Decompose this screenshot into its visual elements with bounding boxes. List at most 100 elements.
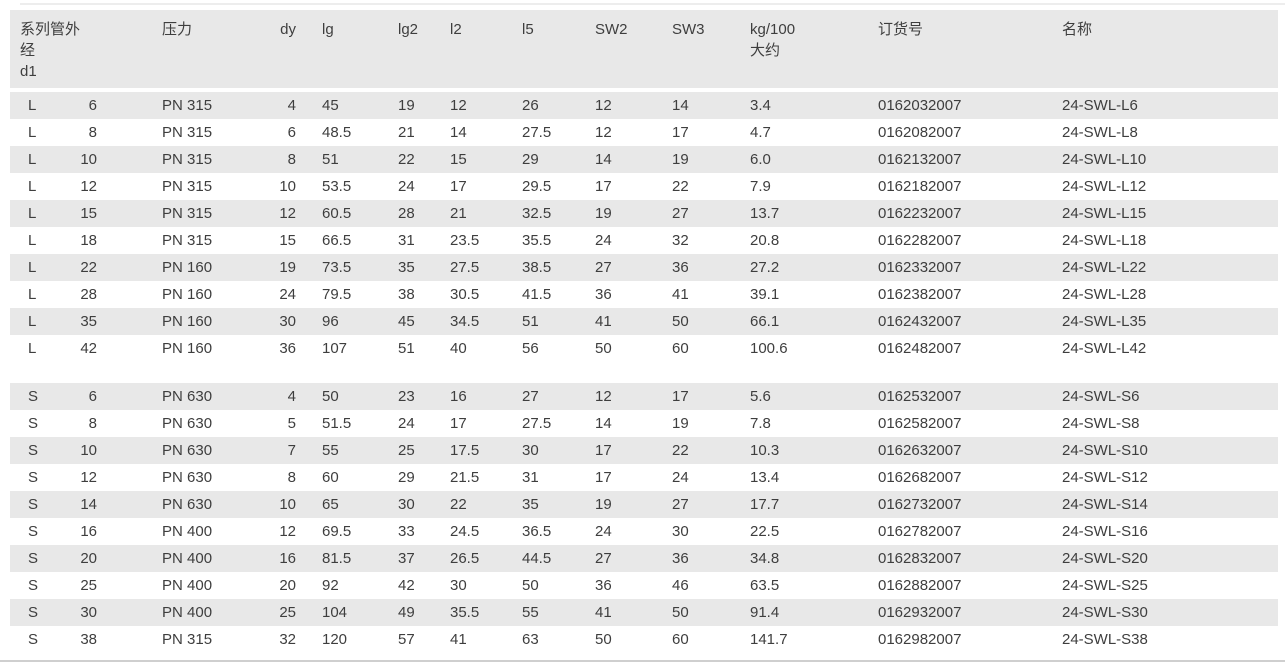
cell-pressure: PN 315 [162,97,213,114]
col-header-lg: lg [322,21,334,38]
cell-dy: 24 [279,286,296,303]
col-header-kg100-line2: 大约 [750,42,781,59]
cell-series: S [28,523,39,540]
cell-name: 24-SWL-S12 [1062,469,1148,486]
cell-lg2: 31 [398,232,415,249]
cell-lg: 120 [322,631,348,648]
cell-sw2: 24 [595,232,612,249]
cell-l5: 26 [522,97,539,114]
cell-l2: 17 [450,178,467,195]
cell-kg100: 17.7 [750,496,780,513]
cell-lg2: 23 [398,388,415,405]
cell-order_no: 0162082007 [878,124,962,141]
col-header-l2: l2 [450,21,462,38]
cell-kg100: 39.1 [750,286,780,303]
cell-sw2: 24 [595,523,612,540]
cell-name: 24-SWL-L8 [1062,124,1138,141]
cell-l2: 21.5 [450,469,480,486]
cell-name: 24-SWL-S38 [1062,631,1148,648]
table-row: S 25 PN 400 20 92 42 30 50 36 46 63.5 0162882007 24-… [10,572,1278,599]
cell-lg2: 45 [398,313,415,330]
cell-l5: 38.5 [522,259,552,276]
cell-sw2: 36 [595,577,612,594]
cell-sw3: 17 [672,388,689,405]
cell-dy: 16 [279,550,296,567]
cell-series: S [28,415,39,432]
cell-lg2: 29 [398,469,415,486]
cell-series: L [28,259,37,276]
cell-d1: 22 [80,259,97,276]
cell-series: L [28,97,37,114]
cell-sw2: 36 [595,286,612,303]
cell-sw3: 27 [672,205,689,222]
col-header-lg2: lg2 [398,21,419,38]
cell-name: 24-SWL-L35 [1062,313,1147,330]
cell-lg: 107 [322,340,348,357]
cell-l5: 36.5 [522,523,552,540]
cell-sw3: 41 [672,286,689,303]
cell-l5: 32.5 [522,205,552,222]
col-header-series-line3: d1 [20,63,37,80]
cell-name: 24-SWL-S6 [1062,388,1140,405]
cell-l2: 16 [450,388,467,405]
cell-sw3: 32 [672,232,689,249]
cell-l2: 15 [450,151,467,168]
cell-dy: 30 [279,313,296,330]
cell-name: 24-SWL-L6 [1062,97,1138,114]
cell-pressure: PN 630 [162,415,213,432]
cell-l5: 55 [522,604,539,621]
cell-series: L [28,286,37,303]
cell-kg100: 7.9 [750,178,771,195]
cell-l2: 26.5 [450,550,480,567]
table-row: L 8 PN 315 6 48.5 21 14 27.5 12 17 4.7 0162082007 24… [10,119,1278,146]
table-row: S 10 PN 630 7 55 25 17.5 30 17 22 10.3 0162632007 24… [10,437,1278,464]
cell-sw3: 36 [672,259,689,276]
cell-lg: 96 [322,313,339,330]
cell-series: S [28,631,39,648]
table-header-row: 系列管外 经 d1 压力 dy lg lg2 l2 l5 SW2 SW3 kg/… [10,10,1278,88]
cell-sw2: 17 [595,469,612,486]
cell-l2: 17.5 [450,442,480,459]
cell-l2: 23.5 [450,232,480,249]
cell-sw3: 19 [672,151,689,168]
cell-l5: 29.5 [522,178,552,195]
cell-sw2: 12 [595,388,612,405]
cell-dy: 5 [287,415,296,432]
cell-series: L [28,178,37,195]
cell-name: 24-SWL-S10 [1062,442,1148,459]
table-row: L 6 PN 315 4 45 19 12 26 12 14 3.4 0162032007 24-SWL… [10,92,1278,119]
cell-l5: 27 [522,388,539,405]
cell-d1: 6 [88,97,97,114]
cell-sw3: 17 [672,124,689,141]
cell-l2: 27.5 [450,259,480,276]
col-header-sw2: SW2 [595,21,628,38]
cell-series: L [28,313,37,330]
cell-lg: 73.5 [322,259,352,276]
cell-order_no: 0162132007 [878,151,962,168]
table-row: L 18 PN 315 15 66.5 31 23.5 35.5 24 32 20.8 0162282… [10,227,1278,254]
cell-dy: 36 [279,340,296,357]
col-header-series-d1: 系列管外 经 d1 [10,19,162,88]
cell-lg: 48.5 [322,124,352,141]
cell-lg: 69.5 [322,523,352,540]
cell-lg2: 21 [398,124,415,141]
cell-d1: 12 [80,469,97,486]
cell-l2: 21 [450,205,467,222]
cell-kg100: 10.3 [750,442,780,459]
cell-lg: 45 [322,97,339,114]
cell-l5: 63 [522,631,539,648]
cell-dy: 32 [279,631,296,648]
table-row: S 14 PN 630 10 65 30 22 35 19 27 17.7 0162732007 24-… [10,491,1278,518]
cell-name: 24-SWL-L12 [1062,178,1147,195]
cell-sw2: 17 [595,442,612,459]
cell-lg2: 33 [398,523,415,540]
cell-name: 24-SWL-L18 [1062,232,1147,249]
cell-pressure: PN 630 [162,496,213,513]
cell-l5: 30 [522,442,539,459]
cell-sw3: 22 [672,178,689,195]
cell-lg2: 22 [398,151,415,168]
cell-series: S [28,577,39,594]
cell-kg100: 22.5 [750,523,780,540]
cell-l2: 14 [450,124,467,141]
cell-kg100: 63.5 [750,577,780,594]
